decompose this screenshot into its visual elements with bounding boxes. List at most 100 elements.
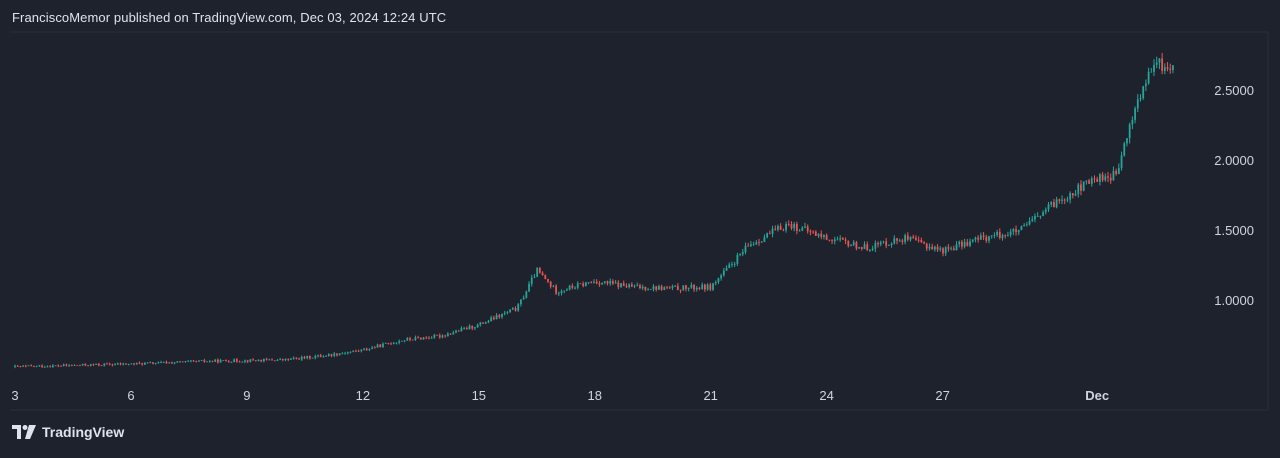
candle-body	[382, 343, 384, 348]
candle-body	[65, 364, 68, 366]
candle-body	[327, 354, 330, 356]
candle-body	[511, 308, 514, 310]
price-axis[interactable]: 1.0000 1.5000 2.0000 2.5000	[1214, 83, 1254, 308]
candle-body	[1107, 176, 1109, 178]
candle-body	[644, 286, 647, 290]
candle-body	[812, 231, 815, 233]
candle-body	[1025, 224, 1028, 226]
candle-body	[668, 287, 671, 289]
candle-body	[528, 283, 530, 292]
candle-body	[993, 235, 996, 236]
candle-body	[498, 315, 501, 317]
candle-body	[249, 359, 252, 362]
candle-body	[1139, 98, 1142, 100]
candle-body	[238, 361, 241, 363]
candle-body	[898, 240, 901, 242]
time-axis[interactable]: 3 6 9 12 15 18 21 24 27 Dec	[11, 388, 1109, 403]
candle-body	[520, 299, 522, 305]
candle-body	[1017, 230, 1020, 233]
candle-body	[222, 360, 225, 361]
candle-body	[433, 334, 436, 338]
candle-body	[860, 247, 863, 249]
x-tick-label: 15	[472, 388, 486, 403]
candle-body	[950, 248, 953, 250]
footer-brand[interactable]: TradingView	[12, 424, 124, 440]
candle-body	[446, 333, 449, 337]
candle-body	[154, 363, 157, 365]
candle-body	[225, 360, 227, 362]
candle-body	[146, 362, 149, 364]
candle-body	[206, 361, 208, 363]
candle-body	[195, 360, 198, 362]
x-tick-label: 3	[11, 388, 18, 403]
candle-body	[923, 242, 925, 244]
candle-body	[682, 285, 685, 291]
candle-body	[766, 233, 769, 238]
candle-body	[801, 227, 804, 231]
candle-body	[1020, 226, 1023, 231]
candle-body	[127, 364, 130, 365]
candle-body	[476, 324, 479, 328]
candle-body	[300, 356, 303, 360]
candle-body	[828, 239, 831, 241]
candle-body	[368, 348, 371, 350]
candle-body	[887, 245, 890, 246]
candle-body	[785, 224, 787, 231]
candle-body	[387, 342, 390, 344]
candle-body	[655, 286, 658, 290]
x-tick-label: 21	[703, 388, 717, 403]
candle-body	[246, 360, 249, 362]
candle-body	[360, 349, 363, 352]
candle-body	[952, 248, 955, 251]
candle-body	[365, 348, 368, 350]
candle-body	[263, 358, 265, 362]
tradingview-logo-icon	[12, 425, 36, 439]
candle-body	[406, 338, 409, 341]
candle-body	[187, 361, 190, 362]
candle-body	[479, 322, 482, 325]
candle-body	[1069, 193, 1072, 200]
candle-body	[720, 275, 723, 279]
candle-body	[208, 360, 211, 362]
candle-body	[779, 226, 782, 230]
candle-body	[544, 275, 547, 280]
candle-body	[850, 245, 852, 246]
candle-body	[549, 281, 552, 287]
candle-body	[814, 231, 817, 236]
candle-body	[506, 311, 509, 313]
candle-body	[620, 283, 622, 287]
candle-body	[81, 363, 84, 366]
candle-body	[108, 363, 111, 365]
candle-body	[363, 348, 365, 350]
candle-body	[1169, 68, 1172, 70]
candle-body	[955, 244, 958, 251]
candle-body	[414, 337, 417, 340]
candle-body	[936, 246, 939, 250]
candle-body	[43, 366, 46, 368]
candle-body	[292, 357, 295, 359]
candle-body	[758, 242, 760, 244]
candle-body	[1080, 184, 1082, 191]
candle-body	[392, 343, 395, 345]
candle-body	[135, 362, 138, 365]
candle-body	[233, 359, 236, 363]
candle-body	[909, 236, 912, 240]
candle-body	[990, 235, 993, 237]
candle-body	[276, 359, 279, 361]
candle-body	[777, 226, 779, 230]
candle-body	[674, 285, 677, 287]
y-tick-label: 1.0000	[1214, 293, 1254, 308]
candle-body	[1096, 179, 1099, 182]
candle-body	[76, 365, 79, 366]
candle-body	[92, 364, 95, 366]
candle-body	[571, 285, 574, 288]
candle-body	[157, 362, 160, 364]
candle-body	[390, 343, 392, 345]
candle-body	[1028, 220, 1031, 225]
candle-body	[1166, 67, 1169, 69]
candle-body	[419, 337, 422, 340]
candle-body	[836, 239, 839, 241]
candle-body	[839, 238, 842, 240]
